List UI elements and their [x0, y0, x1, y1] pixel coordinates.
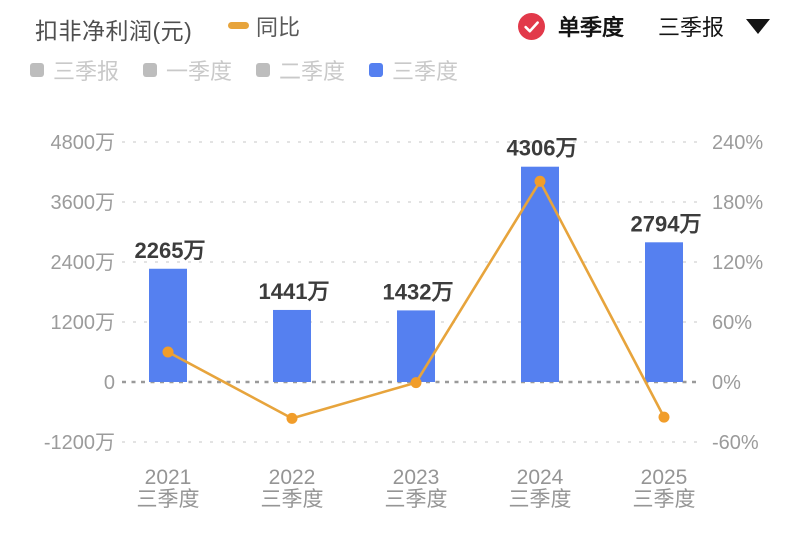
- bar-2024[interactable]: [521, 166, 559, 382]
- legend-item-label: 二季度: [279, 59, 346, 84]
- yoy-legend: 同比: [228, 12, 301, 40]
- left-axis-tick: 2400万: [51, 252, 116, 274]
- left-axis-tick: -1200万: [44, 432, 115, 454]
- period-selector-label[interactable]: 三季报: [657, 15, 724, 40]
- x-tick-year: 2022: [269, 466, 316, 489]
- right-axis-tick: 120%: [712, 252, 763, 274]
- x-tick-year: 2023: [393, 466, 440, 489]
- yoy-point-2023[interactable]: [410, 377, 422, 389]
- right-axis-tick: -60%: [712, 432, 759, 454]
- bar-value-label: 1441万: [259, 279, 330, 304]
- x-tick-quarter: 三季度: [633, 488, 696, 511]
- bar-value-label: 4306万: [507, 136, 578, 161]
- bar-2022[interactable]: [273, 309, 311, 382]
- period-mode-control[interactable]: 单季度 三季报: [517, 10, 770, 42]
- x-tick-quarter: 三季度: [137, 488, 200, 511]
- legend-swatch: [369, 63, 384, 77]
- left-axis-tick: 3600万: [51, 192, 116, 214]
- series-legend-item[interactable]: 三季度: [369, 54, 458, 86]
- x-tick-year: 2021: [145, 466, 192, 489]
- bar-value-label: 2265万: [135, 238, 206, 263]
- chart-title: 扣非净利润(元): [35, 18, 193, 44]
- x-tick-year: 2024: [517, 466, 564, 489]
- yoy-line-swatch: [228, 22, 249, 29]
- bar-2023[interactable]: [397, 310, 435, 382]
- right-axis-tick: 240%: [712, 132, 763, 154]
- legend-swatch: [256, 63, 271, 77]
- right-axis-tick: 180%: [712, 192, 763, 214]
- yoy-point-2025[interactable]: [658, 411, 670, 423]
- series-legend-item[interactable]: 三季报: [30, 54, 119, 86]
- x-tick-quarter: 三季度: [509, 488, 572, 511]
- yoy-legend-label: 同比: [256, 14, 301, 40]
- mode-label[interactable]: 单季度: [557, 15, 624, 40]
- yoy-point-2021[interactable]: [162, 346, 174, 358]
- series-legend-item[interactable]: 二季度: [256, 54, 345, 86]
- bar-2025[interactable]: [645, 242, 683, 382]
- bar-value-label: 2794万: [631, 211, 702, 236]
- legend-item-label: 一季度: [166, 59, 233, 84]
- yoy-point-2022[interactable]: [286, 412, 298, 424]
- legend-item-label: 三季报: [53, 59, 120, 84]
- left-axis-tick: 1200万: [51, 312, 116, 334]
- bar-2021[interactable]: [149, 268, 187, 382]
- x-tick-year: 2025: [641, 466, 688, 489]
- series-legend-item[interactable]: 一季度: [143, 54, 232, 86]
- legend-swatch: [143, 63, 158, 77]
- x-tick-quarter: 三季度: [261, 488, 324, 511]
- yoy-point-2024[interactable]: [534, 175, 546, 187]
- x-tick-quarter: 三季度: [385, 488, 448, 511]
- right-axis-tick: 0%: [712, 372, 741, 394]
- left-axis-tick: 4800万: [51, 132, 116, 154]
- caret-down-icon[interactable]: [746, 18, 770, 34]
- bar-value-label: 1432万: [383, 279, 454, 304]
- legend-item-label: 三季度: [392, 59, 459, 84]
- legend-swatch: [30, 63, 44, 77]
- right-axis-tick: 60%: [712, 312, 752, 334]
- series-legend: 三季报 一季度 二季度 三季度: [30, 54, 482, 86]
- checked-icon: [517, 12, 545, 40]
- left-axis-tick: 0: [104, 372, 115, 394]
